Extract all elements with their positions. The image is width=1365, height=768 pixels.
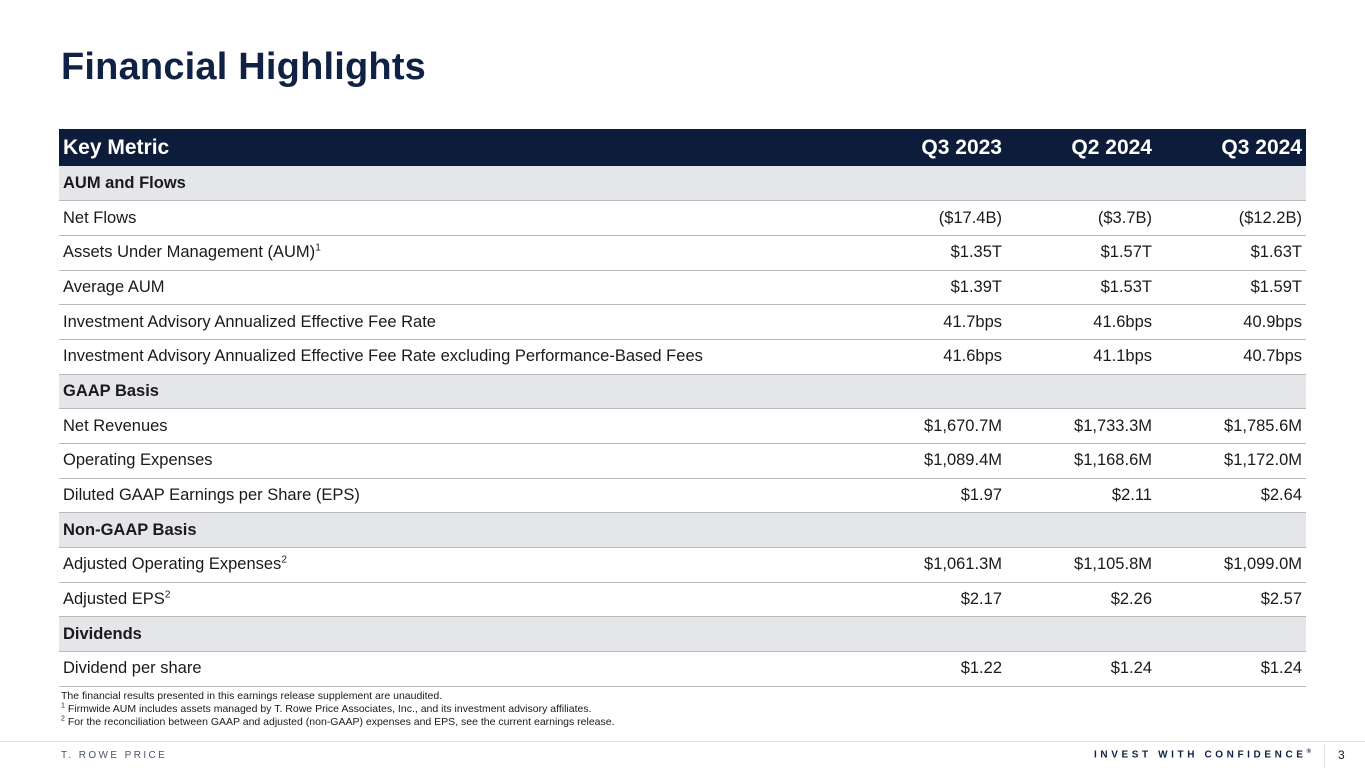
table-header-row: Key Metric Q3 2023 Q2 2024 Q3 2024: [59, 129, 1306, 166]
section-label: Dividends: [59, 616, 856, 653]
table-row-fee-rate: Investment Advisory Annualized Effective…: [59, 304, 1306, 340]
section-label: AUM and Flows: [59, 166, 856, 202]
value-q3-2024: $1.63T: [1156, 235, 1306, 271]
section-row-dividends: Dividends: [59, 616, 1306, 653]
value-q2-2024: $1,168.6M: [1006, 443, 1156, 479]
value-q3-2024: $2.57: [1156, 582, 1306, 618]
value-q3-2024: $1,785.6M: [1156, 408, 1306, 444]
value-q3-2023: $1,670.7M: [856, 408, 1006, 444]
value-q3-2024: $1,172.0M: [1156, 443, 1306, 479]
section-row-gaap-basis: GAAP Basis: [59, 374, 1306, 410]
value-q3-2023: $1.35T: [856, 235, 1006, 271]
footnote-text: Firmwide AUM includes assets managed by …: [64, 703, 592, 715]
value-q3-2023: $1.97: [856, 478, 1006, 514]
value-q2-2024: $2.11: [1006, 478, 1156, 514]
metric-label: Net Flows: [59, 200, 856, 236]
value-q2-2024: ($3.7B): [1006, 200, 1156, 236]
value-q2-2024: $1.57T: [1006, 235, 1156, 271]
table-row-operating-expenses: Operating Expenses $1,089.4M $1,168.6M $…: [59, 443, 1306, 479]
value-q3-2023: $1.39T: [856, 270, 1006, 306]
section-label: GAAP Basis: [59, 374, 856, 410]
value-q3-2023: $1,089.4M: [856, 443, 1006, 479]
footnote-mark: 1: [61, 702, 65, 710]
value-q3-2023: 41.7bps: [856, 304, 1006, 340]
value-q3-2023: $2.17: [856, 582, 1006, 618]
table-row-fee-rate-excluding-performance: Investment Advisory Annualized Effective…: [59, 339, 1306, 375]
page-title: Financial Highlights: [61, 46, 427, 88]
footnote-2: 2 For the reconciliation between GAAP an…: [61, 716, 615, 729]
value-q2-2024: $1,733.3M: [1006, 408, 1156, 444]
column-header-q3-2024: Q3 2024: [1221, 135, 1302, 159]
metric-label-cell: Adjusted Operating Expenses2: [59, 547, 856, 583]
value-q3-2024: $2.64: [1156, 478, 1306, 514]
metric-label-cell: Assets Under Management (AUM)1: [59, 235, 856, 271]
value-q3-2024: $1.59T: [1156, 270, 1306, 306]
tagline-text: INVEST WITH CONFIDENCE: [1094, 749, 1307, 761]
value-q2-2024: $1.53T: [1006, 270, 1156, 306]
value-q2-2024: $1,105.8M: [1006, 547, 1156, 583]
column-header-q2-2024: Q2 2024: [1071, 135, 1152, 159]
metric-label: Adjusted Operating Expenses: [63, 555, 282, 574]
table-row-aum: Assets Under Management (AUM)1 $1.35T $1…: [59, 235, 1306, 271]
metric-label: Assets Under Management (AUM): [63, 243, 316, 262]
value-q2-2024: $1.24: [1006, 651, 1156, 687]
table-row-adjusted-operating-expenses: Adjusted Operating Expenses2 $1,061.3M $…: [59, 547, 1306, 583]
footnote-intro: The financial results presented in this …: [61, 690, 443, 702]
page-number: 3: [1338, 748, 1345, 762]
brand-name: T. ROWE PRICE: [61, 750, 168, 761]
table-row-net-flows: Net Flows ($17.4B) ($3.7B) ($12.2B): [59, 200, 1306, 236]
table-row-dividend-per-share: Dividend per share $1.22 $1.24 $1.24: [59, 651, 1306, 687]
metric-label: Diluted GAAP Earnings per Share (EPS): [59, 478, 856, 514]
footnote-marker: 2: [164, 589, 171, 601]
financial-highlights-table: Key Metric Q3 2023 Q2 2024 Q3 2024 AUM a…: [59, 129, 1306, 687]
section-label: Non-GAAP Basis: [59, 512, 856, 549]
column-header-key-metric: Key Metric: [63, 135, 170, 159]
footnotes: The financial results presented in this …: [61, 690, 615, 729]
value-q3-2024: $1.24: [1156, 651, 1306, 687]
metric-label: Average AUM: [59, 270, 856, 306]
footnote-1: 1 Firmwide AUM includes assets managed b…: [61, 703, 615, 716]
value-q3-2023: 41.6bps: [856, 339, 1006, 375]
table-row-diluted-gaap-eps: Diluted GAAP Earnings per Share (EPS) $1…: [59, 478, 1306, 514]
footnote-marker: 1: [315, 242, 321, 254]
table-row-adjusted-eps: Adjusted EPS2 $2.17 $2.26 $2.57: [59, 582, 1306, 618]
metric-label: Investment Advisory Annualized Effective…: [59, 304, 856, 340]
registered-mark: ®: [1306, 749, 1311, 755]
footnote-text: For the reconciliation between GAAP and …: [64, 716, 615, 728]
column-header-q3-2023: Q3 2023: [921, 135, 1002, 159]
value-q3-2024: ($12.2B): [1156, 200, 1306, 236]
table-row-net-revenues: Net Revenues $1,670.7M $1,733.3M $1,785.…: [59, 408, 1306, 444]
metric-label: Dividend per share: [59, 651, 856, 687]
section-row-non-gaap-basis: Non-GAAP Basis: [59, 512, 1306, 549]
metric-label: Adjusted EPS: [63, 590, 165, 609]
value-q3-2023: $1.22: [856, 651, 1006, 687]
value-q3-2024: $1,099.0M: [1156, 547, 1306, 583]
value-q2-2024: $2.26: [1006, 582, 1156, 618]
metric-label-cell: Adjusted EPS2: [59, 582, 856, 618]
footer-divider-line: [0, 741, 1365, 742]
section-row-aum-and-flows: AUM and Flows: [59, 166, 1306, 202]
value-q3-2024: 40.7bps: [1156, 339, 1306, 375]
value-q3-2024: 40.9bps: [1156, 304, 1306, 340]
metric-label: Operating Expenses: [59, 443, 856, 479]
value-q2-2024: 41.1bps: [1006, 339, 1156, 375]
metric-label: Investment Advisory Annualized Effective…: [59, 339, 856, 375]
value-q3-2023: $1,061.3M: [856, 547, 1006, 583]
page-number-divider: [1324, 744, 1325, 768]
metric-label: Net Revenues: [59, 408, 856, 444]
brand-tagline: INVEST WITH CONFIDENCE®: [1094, 749, 1311, 760]
value-q3-2023: ($17.4B): [856, 200, 1006, 236]
table-row-average-aum: Average AUM $1.39T $1.53T $1.59T: [59, 270, 1306, 306]
footnote-marker: 2: [281, 554, 287, 566]
value-q2-2024: 41.6bps: [1006, 304, 1156, 340]
footnote-mark: 2: [61, 715, 65, 723]
